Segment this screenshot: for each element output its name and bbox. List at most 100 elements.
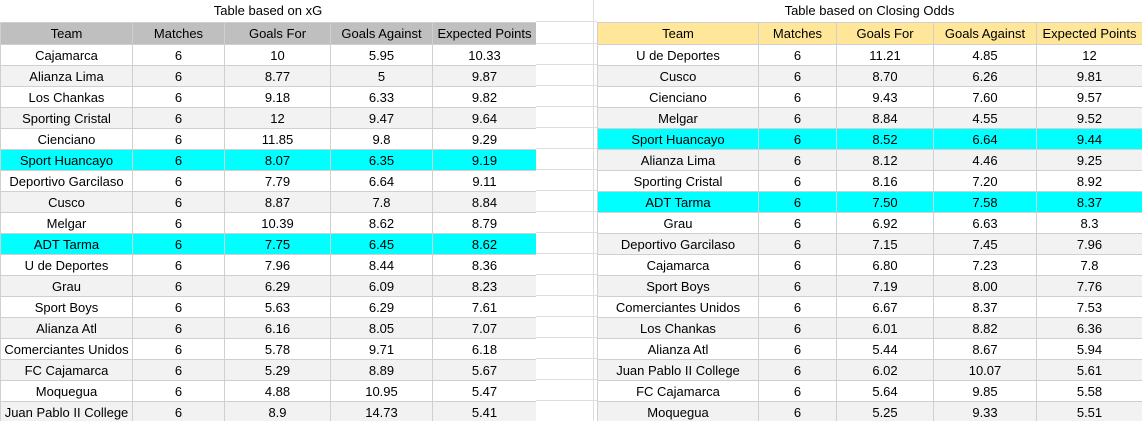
column-header-expected-points[interactable]: Expected Points: [1036, 22, 1142, 45]
cell-team[interactable]: Deportivo Garcilaso: [0, 170, 133, 192]
column-header-goals-against[interactable]: Goals Against: [330, 22, 433, 45]
cell-goals-against[interactable]: 8.82: [933, 317, 1037, 339]
cell-team[interactable]: Moquegua: [0, 380, 133, 402]
cell-goals-against[interactable]: 4.55: [933, 107, 1037, 129]
cell-expected-points[interactable]: 8.79: [432, 212, 537, 234]
cell-goals-against[interactable]: 7.58: [933, 191, 1037, 213]
cell-expected-points[interactable]: 5.41: [432, 401, 537, 421]
cell-team[interactable]: Alianza Atl: [597, 338, 759, 360]
cell-matches[interactable]: 6: [132, 107, 225, 129]
cell-goals-against[interactable]: 6.64: [330, 170, 433, 192]
cell-team[interactable]: Melgar: [597, 107, 759, 129]
empty-cell[interactable]: [536, 86, 597, 107]
cell-goals-for[interactable]: 10: [224, 44, 331, 66]
cell-team[interactable]: Juan Pablo II College: [597, 359, 759, 381]
cell-team[interactable]: FC Cajamarca: [0, 359, 133, 381]
cell-matches[interactable]: 6: [132, 338, 225, 360]
cell-team[interactable]: Moquegua: [597, 401, 759, 421]
cell-matches[interactable]: 6: [132, 86, 225, 108]
column-header-team[interactable]: Team: [0, 22, 133, 45]
cell-expected-points[interactable]: 8.84: [432, 191, 537, 213]
cell-goals-for[interactable]: 8.52: [836, 128, 934, 150]
cell-matches[interactable]: 6: [132, 191, 225, 213]
cell-team[interactable]: U de Deportes: [597, 44, 759, 66]
cell-team[interactable]: Melgar: [0, 212, 133, 234]
cell-goals-for[interactable]: 7.50: [836, 191, 934, 213]
cell-team[interactable]: ADT Tarma: [597, 191, 759, 213]
cell-goals-for[interactable]: 8.9: [224, 401, 331, 421]
cell-team[interactable]: Sport Boys: [0, 296, 133, 318]
cell-goals-for[interactable]: 8.77: [224, 65, 331, 87]
cell-team[interactable]: Cusco: [0, 191, 133, 213]
cell-expected-points[interactable]: 7.96: [1036, 233, 1142, 255]
cell-matches[interactable]: 6: [132, 149, 225, 171]
empty-cell[interactable]: [536, 128, 597, 149]
cell-expected-points[interactable]: 9.52: [1036, 107, 1142, 129]
empty-cell[interactable]: [536, 107, 597, 128]
cell-goals-against[interactable]: 14.73: [330, 401, 433, 421]
cell-expected-points[interactable]: 5.61: [1036, 359, 1142, 381]
cell-matches[interactable]: 6: [758, 149, 837, 171]
cell-expected-points[interactable]: 9.25: [1036, 149, 1142, 171]
cell-matches[interactable]: 6: [132, 296, 225, 318]
cell-goals-against[interactable]: 7.23: [933, 254, 1037, 276]
cell-matches[interactable]: 6: [132, 380, 225, 402]
cell-team[interactable]: Cienciano: [597, 86, 759, 108]
cell-team[interactable]: Grau: [0, 275, 133, 297]
cell-matches[interactable]: 6: [758, 65, 837, 87]
cell-goals-against[interactable]: 4.85: [933, 44, 1037, 66]
cell-expected-points[interactable]: 8.36: [432, 254, 537, 276]
cell-team[interactable]: Cusco: [597, 65, 759, 87]
cell-goals-for[interactable]: 6.29: [224, 275, 331, 297]
empty-cell[interactable]: [536, 359, 597, 380]
cell-matches[interactable]: 6: [758, 296, 837, 318]
cell-goals-for[interactable]: 6.01: [836, 317, 934, 339]
cell-team[interactable]: ADT Tarma: [0, 233, 133, 255]
cell-matches[interactable]: 6: [758, 191, 837, 213]
cell-goals-for[interactable]: 7.79: [224, 170, 331, 192]
cell-team[interactable]: Cajamarca: [597, 254, 759, 276]
column-header-matches[interactable]: Matches: [758, 22, 837, 45]
cell-goals-against[interactable]: 6.45: [330, 233, 433, 255]
cell-matches[interactable]: 6: [758, 107, 837, 129]
empty-cell[interactable]: [536, 401, 597, 421]
cell-team[interactable]: Cajamarca: [0, 44, 133, 66]
cell-expected-points[interactable]: 7.07: [432, 317, 537, 339]
cell-goals-against[interactable]: 8.05: [330, 317, 433, 339]
cell-goals-for[interactable]: 5.64: [836, 380, 934, 402]
cell-expected-points[interactable]: 9.19: [432, 149, 537, 171]
cell-goals-for[interactable]: 7.15: [836, 233, 934, 255]
cell-goals-for[interactable]: 8.07: [224, 149, 331, 171]
cell-goals-against[interactable]: 6.29: [330, 296, 433, 318]
cell-team[interactable]: Alianza Atl: [0, 317, 133, 339]
cell-matches[interactable]: 6: [132, 254, 225, 276]
cell-team[interactable]: Comerciantes Unidos: [597, 296, 759, 318]
cell-matches[interactable]: 6: [758, 338, 837, 360]
cell-expected-points[interactable]: 7.8: [1036, 254, 1142, 276]
cell-goals-against[interactable]: 7.20: [933, 170, 1037, 192]
cell-goals-against[interactable]: 6.33: [330, 86, 433, 108]
cell-expected-points[interactable]: 9.57: [1036, 86, 1142, 108]
cell-goals-for[interactable]: 5.44: [836, 338, 934, 360]
cell-matches[interactable]: 6: [758, 359, 837, 381]
cell-expected-points[interactable]: 8.92: [1036, 170, 1142, 192]
empty-cell[interactable]: [536, 212, 597, 233]
cell-matches[interactable]: 6: [132, 359, 225, 381]
cell-goals-against[interactable]: 9.85: [933, 380, 1037, 402]
cell-goals-for[interactable]: 5.29: [224, 359, 331, 381]
cell-matches[interactable]: 6: [758, 380, 837, 402]
empty-cell[interactable]: [536, 65, 597, 86]
empty-cell[interactable]: [536, 0, 597, 22]
cell-expected-points[interactable]: 7.61: [432, 296, 537, 318]
cell-goals-for[interactable]: 5.78: [224, 338, 331, 360]
cell-goals-for[interactable]: 4.88: [224, 380, 331, 402]
cell-goals-against[interactable]: 8.37: [933, 296, 1037, 318]
cell-expected-points[interactable]: 7.53: [1036, 296, 1142, 318]
cell-goals-against[interactable]: 7.45: [933, 233, 1037, 255]
cell-goals-against[interactable]: 7.60: [933, 86, 1037, 108]
cell-goals-against[interactable]: 4.46: [933, 149, 1037, 171]
empty-cell[interactable]: [536, 275, 597, 296]
cell-goals-for[interactable]: 7.19: [836, 275, 934, 297]
cell-goals-against[interactable]: 7.8: [330, 191, 433, 213]
cell-team[interactable]: Juan Pablo II College: [0, 401, 133, 421]
